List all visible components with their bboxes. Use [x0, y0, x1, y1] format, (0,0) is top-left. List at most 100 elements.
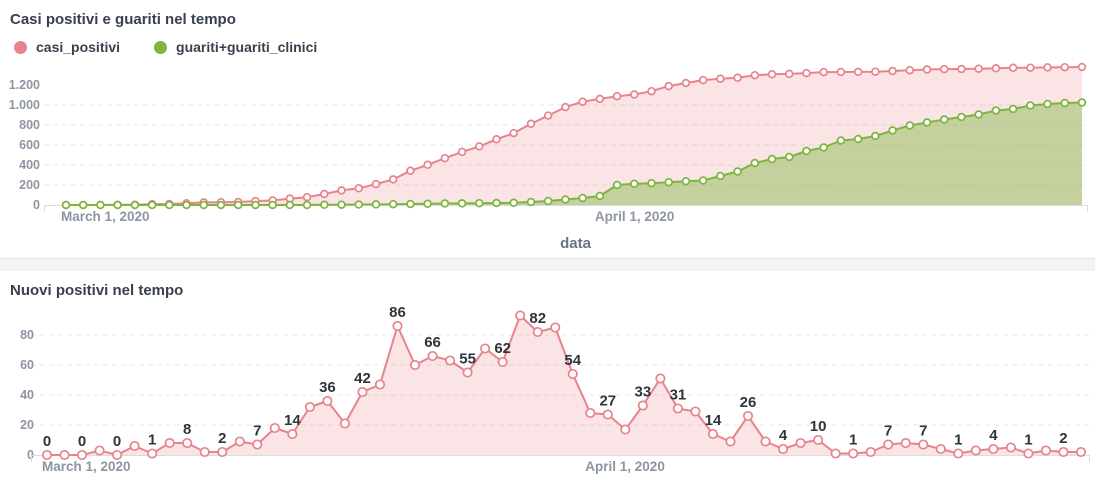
- casi_positivi-data-point[interactable]: [991, 64, 1001, 73]
- casi_positivi-data-point[interactable]: [1060, 62, 1070, 72]
- casi_positivi-data-point[interactable]: [406, 166, 415, 176]
- casi_positivi-data-point[interactable]: [526, 119, 536, 129]
- legend-item-casi-positivi[interactable]: casi_positivi: [14, 39, 120, 55]
- nuovi_positivi-data-point[interactable]: [287, 428, 298, 440]
- nuovi_positivi-data-point[interactable]: [252, 439, 263, 450]
- guariti+guariti_clinici-data-point[interactable]: [388, 199, 398, 209]
- guariti+guariti_clinici-data-point[interactable]: [302, 200, 312, 210]
- casi_positivi-data-point[interactable]: [905, 65, 915, 75]
- casi_positivi-data-point[interactable]: [957, 64, 966, 74]
- guariti+guariti_clinici-data-point[interactable]: [888, 126, 897, 135]
- nuovi_positivi-data-point[interactable]: [462, 367, 473, 378]
- guariti+guariti_clinici-data-point[interactable]: [371, 200, 381, 209]
- guariti+guariti_clinici-data-point[interactable]: [543, 196, 553, 206]
- nuovi_positivi-data-point[interactable]: [725, 436, 736, 447]
- nuovi_positivi-data-point[interactable]: [77, 449, 88, 461]
- casi_positivi-data-point[interactable]: [630, 90, 639, 99]
- nuovi_positivi-data-point[interactable]: [59, 449, 70, 461]
- casi_positivi-data-point[interactable]: [1077, 62, 1087, 72]
- guariti+guariti_clinici-data-point[interactable]: [423, 199, 432, 209]
- casi_positivi-data-point[interactable]: [802, 68, 811, 78]
- casi_positivi-data-point[interactable]: [819, 67, 828, 77]
- guariti+guariti_clinici-data-point[interactable]: [354, 200, 363, 209]
- casi_positivi-data-point[interactable]: [543, 111, 553, 120]
- casi_positivi-data-point[interactable]: [974, 64, 983, 73]
- casi_positivi-data-point[interactable]: [888, 66, 897, 76]
- guariti+guariti_clinici-data-point[interactable]: [767, 154, 777, 164]
- guariti+guariti_clinici-data-point[interactable]: [802, 146, 811, 156]
- guariti+guariti_clinici-data-point[interactable]: [1060, 98, 1070, 108]
- nuovi_positivi-data-point[interactable]: [848, 448, 859, 459]
- casi_positivi-data-point[interactable]: [785, 69, 794, 79]
- casi_positivi-data-point[interactable]: [561, 102, 570, 112]
- casi_positivi-data-point[interactable]: [354, 184, 363, 193]
- nuovi_positivi-data-point[interactable]: [918, 439, 929, 450]
- guariti+guariti_clinici-data-point[interactable]: [216, 200, 226, 210]
- casi_positivi-data-point[interactable]: [647, 86, 656, 96]
- guariti+guariti_clinici-data-point[interactable]: [509, 198, 518, 208]
- nuovi_positivi-data-point[interactable]: [322, 395, 333, 407]
- guariti+guariti_clinici-data-point[interactable]: [199, 200, 209, 210]
- casi_positivi-data-point[interactable]: [853, 67, 863, 77]
- casi_positivi-data-point[interactable]: [440, 153, 450, 163]
- nuovi_positivi-data-point[interactable]: [234, 436, 245, 447]
- casi_positivi-data-point[interactable]: [1043, 63, 1052, 72]
- casi_positivi-data-point[interactable]: [750, 70, 760, 80]
- nuovi_positivi-data-point[interactable]: [374, 379, 386, 390]
- casi_positivi-data-point[interactable]: [716, 74, 725, 83]
- nuovi_positivi-data-point[interactable]: [269, 422, 280, 434]
- guariti+guariti_clinici-data-point[interactable]: [630, 179, 639, 189]
- nuovi_positivi-data-point[interactable]: [707, 428, 719, 440]
- guariti+guariti_clinici-data-point[interactable]: [268, 200, 277, 210]
- guariti+guariti_clinici-data-point[interactable]: [871, 131, 880, 141]
- nuovi_positivi-data-point[interactable]: [147, 448, 158, 459]
- guariti+guariti_clinici-data-point[interactable]: [457, 199, 467, 208]
- guariti+guariti_clinici-data-point[interactable]: [96, 200, 105, 210]
- guariti+guariti_clinici-data-point[interactable]: [957, 112, 966, 122]
- casi_positivi-data-point[interactable]: [492, 135, 501, 144]
- nuovi_positivi-data-point[interactable]: [41, 449, 53, 461]
- guariti+guariti_clinici-data-point[interactable]: [664, 177, 673, 187]
- casi_positivi-data-point[interactable]: [475, 142, 484, 151]
- legend-item-guariti[interactable]: guariti+guariti_clinici: [154, 39, 317, 55]
- nuovi_positivi-data-point[interactable]: [1058, 446, 1069, 458]
- nuovi_positivi-data-point[interactable]: [795, 437, 806, 449]
- nuovi_positivi-data-point[interactable]: [655, 373, 666, 384]
- guariti+guariti_clinici-data-point[interactable]: [320, 200, 329, 210]
- casi_positivi-data-point[interactable]: [681, 78, 691, 88]
- guariti+guariti_clinici-data-point[interactable]: [337, 200, 346, 209]
- nuovi_positivi-data-point[interactable]: [550, 322, 561, 333]
- guariti+guariti_clinici-data-point[interactable]: [526, 197, 536, 207]
- guariti+guariti_clinici-data-point[interactable]: [750, 158, 760, 168]
- casi_positivi-data-point[interactable]: [595, 94, 605, 104]
- nuovi_positivi-data-point[interactable]: [567, 368, 578, 380]
- guariti+guariti_clinici-data-point[interactable]: [78, 200, 88, 210]
- casi_positivi-data-point[interactable]: [664, 81, 673, 91]
- nuovi_positivi-data-point[interactable]: [1075, 446, 1087, 458]
- nuovi_positivi-data-point[interactable]: [199, 446, 210, 458]
- casi_positivi-data-point[interactable]: [922, 65, 932, 74]
- nuovi_positivi-data-point[interactable]: [409, 359, 421, 371]
- casi_positivi-data-point[interactable]: [767, 70, 777, 79]
- nuovi_positivi-data-point[interactable]: [164, 437, 175, 449]
- nuovi_positivi-data-point[interactable]: [883, 439, 894, 450]
- nuovi_positivi-data-point[interactable]: [742, 410, 754, 422]
- nuovi_positivi-data-point[interactable]: [304, 401, 315, 413]
- guariti+guariti_clinici-data-point[interactable]: [113, 200, 122, 210]
- nuovi_positivi-data-point[interactable]: [813, 434, 824, 446]
- guariti+guariti_clinici-data-point[interactable]: [61, 200, 71, 210]
- guariti+guariti_clinici-data-point[interactable]: [733, 167, 742, 176]
- nuovi_positivi-data-point[interactable]: [532, 326, 543, 338]
- nuovi_positivi-data-point[interactable]: [1040, 445, 1051, 456]
- guariti+guariti_clinici-data-point[interactable]: [406, 199, 415, 209]
- guariti+guariti_clinici-data-point[interactable]: [836, 136, 846, 145]
- guariti+guariti_clinici-data-point[interactable]: [785, 152, 794, 162]
- guariti+guariti_clinici-data-point[interactable]: [716, 171, 725, 181]
- casi_positivi-data-point[interactable]: [302, 192, 312, 202]
- guariti+guariti_clinici-data-point[interactable]: [1008, 104, 1018, 114]
- cumulative-cases-area-chart[interactable]: 0 200 400 600 800 1.000 1.200 March 1, 2020 Apri…: [0, 60, 1095, 232]
- casi_positivi-data-point[interactable]: [578, 97, 587, 106]
- nuovi_positivi-data-point[interactable]: [970, 445, 981, 456]
- casi_positivi-data-point[interactable]: [388, 175, 398, 184]
- nuovi_positivi-data-point[interactable]: [217, 446, 228, 458]
